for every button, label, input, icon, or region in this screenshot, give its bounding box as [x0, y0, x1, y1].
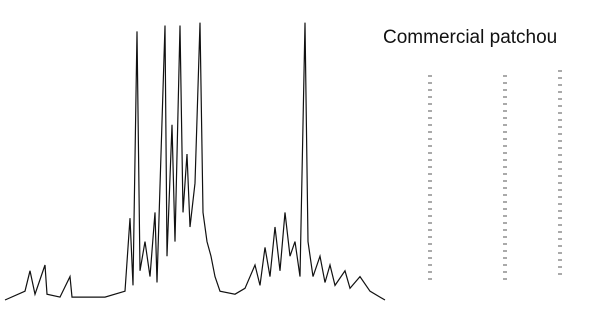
chart-title: Commercial patchou	[383, 27, 557, 48]
background	[0, 0, 603, 327]
chart: Commercial patchou	[0, 0, 603, 327]
